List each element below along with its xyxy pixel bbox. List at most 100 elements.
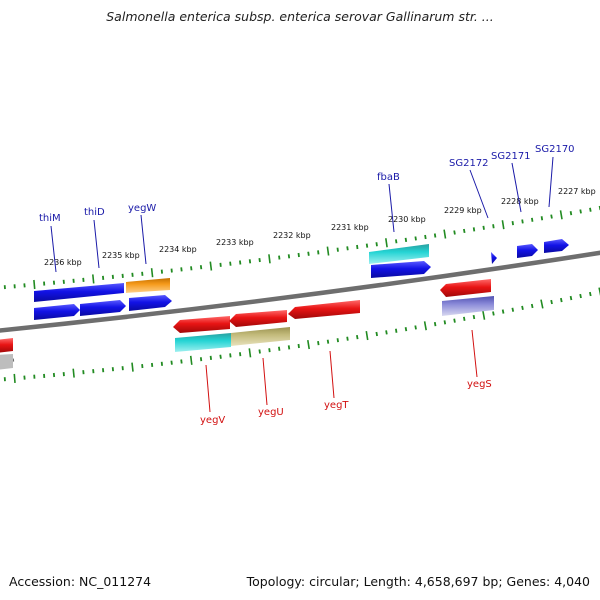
minor-tick — [287, 254, 291, 259]
leader-line-yegW — [140, 214, 147, 265]
gene-thiD-arrow[interactable] — [80, 300, 126, 316]
cog-band-cyan-fbaB — [369, 244, 429, 264]
gene-label-fbaB[interactable]: fbaB — [377, 172, 400, 183]
minor-tick — [336, 338, 339, 343]
minor-tick — [589, 291, 592, 297]
gene-label-yegT[interactable]: yegT — [324, 400, 349, 411]
minor-tick — [248, 259, 252, 264]
major-tick — [559, 210, 563, 220]
minor-tick — [278, 255, 281, 260]
minor-tick — [317, 250, 320, 255]
gene-yegT-arrow[interactable] — [288, 300, 360, 319]
tick-label: 2229 kbp — [444, 206, 482, 215]
gene-SG2172-arrow[interactable] — [491, 252, 497, 264]
minor-tick — [540, 216, 544, 221]
tick-label: 2236 kbp — [44, 258, 82, 267]
gene-thiM-arrow-2[interactable] — [34, 304, 80, 320]
minor-tick — [433, 233, 437, 238]
minor-tick — [511, 307, 515, 312]
leader-line-SG2171 — [511, 162, 522, 213]
gene-fbaB-arrow[interactable] — [371, 261, 431, 278]
scale-arc-bottom — [3, 287, 600, 383]
minor-tick — [229, 353, 232, 358]
gene-thiM-arrow[interactable] — [34, 283, 124, 302]
major-tick — [131, 362, 134, 372]
minor-tick — [375, 242, 378, 247]
gene-label-yegV[interactable]: yegV — [200, 415, 225, 426]
gene-yegV-arrow[interactable] — [173, 316, 230, 333]
minor-tick — [579, 293, 582, 299]
gene-yegW-arrow[interactable] — [129, 295, 172, 311]
major-tick — [33, 279, 36, 290]
minor-tick — [375, 331, 378, 337]
gene-left-edge-band — [0, 354, 13, 370]
gene-label-yegS[interactable]: yegS — [467, 379, 492, 390]
cog-band-cyan-yegV — [175, 333, 231, 352]
minor-tick — [356, 244, 359, 250]
major-tick — [92, 274, 95, 284]
leader-line-fbaB — [388, 183, 395, 233]
leader-line-yegS — [471, 329, 478, 378]
minor-tick — [356, 334, 359, 340]
minor-tick — [492, 224, 495, 229]
major-tick — [248, 348, 252, 358]
gene-label-thiD[interactable]: thiD — [84, 207, 105, 218]
minor-tick — [424, 234, 427, 240]
gene-label-yegW[interactable]: yegW — [128, 203, 156, 214]
cog-band-purple-yegS — [442, 296, 494, 316]
minor-tick — [278, 346, 281, 351]
minor-tick — [297, 343, 300, 349]
gene-label-SG2172[interactable]: SG2172 — [449, 158, 489, 169]
minor-tick — [531, 217, 534, 222]
minor-tick — [521, 305, 524, 310]
minor-tick — [579, 209, 582, 214]
minor-tick — [472, 314, 476, 320]
gene-label-SG2170[interactable]: SG2170 — [535, 144, 575, 155]
gene-left-edge-arrow[interactable] — [0, 338, 13, 353]
major-tick — [189, 355, 193, 365]
minor-tick — [443, 320, 447, 325]
major-tick — [307, 339, 310, 350]
tick-label: 2233 kbp — [216, 238, 254, 247]
minor-tick — [414, 236, 417, 241]
leader-line-yegT — [329, 350, 335, 399]
cog-band-olive-yegU — [231, 327, 290, 346]
major-tick — [326, 246, 330, 256]
minor-tick — [395, 239, 398, 244]
major-tick — [423, 321, 427, 331]
minor-tick — [492, 311, 495, 316]
minor-tick — [180, 267, 183, 272]
gene-labels-top: thiM thiD yegW fbaB SG2172 SG2171 SG2170 — [39, 144, 575, 273]
minor-tick — [307, 251, 310, 256]
minor-tick — [219, 354, 222, 359]
gene-yegU-arrow[interactable] — [229, 310, 287, 327]
minor-tick — [404, 327, 408, 332]
tick-label: 2234 kbp — [159, 245, 197, 254]
minor-tick — [170, 360, 173, 365]
minor-tick — [404, 237, 408, 243]
footer-accession: Accession: NC_011274 — [9, 574, 152, 589]
minor-tick — [414, 325, 417, 330]
gene-SG2170-arrow[interactable] — [544, 239, 569, 253]
major-tick — [72, 368, 75, 378]
page-title: Salmonella enterica subsp. enterica sero… — [106, 9, 494, 24]
minor-tick — [229, 261, 232, 266]
major-tick — [268, 254, 271, 264]
gene-label-thiM[interactable]: thiM — [39, 213, 61, 224]
gene-yegS-arrow[interactable] — [440, 279, 491, 297]
minor-tick — [589, 207, 592, 212]
minor-tick — [199, 357, 203, 362]
leader-line-thiM — [50, 225, 57, 273]
gene-labels-bottom: yegV yegU yegT yegS — [200, 329, 492, 426]
gene-label-yegU[interactable]: yegU — [258, 407, 284, 418]
gene-label-SG2171[interactable]: SG2171 — [491, 151, 531, 162]
minor-tick — [190, 266, 193, 271]
minor-tick — [433, 321, 437, 327]
major-tick — [482, 310, 486, 320]
leader-line-thiD — [93, 219, 100, 269]
gene-SG2171-arrow[interactable] — [517, 244, 538, 258]
minor-tick — [346, 246, 349, 251]
tick-label: 2228 kbp — [501, 197, 539, 206]
minor-tick — [297, 252, 300, 258]
